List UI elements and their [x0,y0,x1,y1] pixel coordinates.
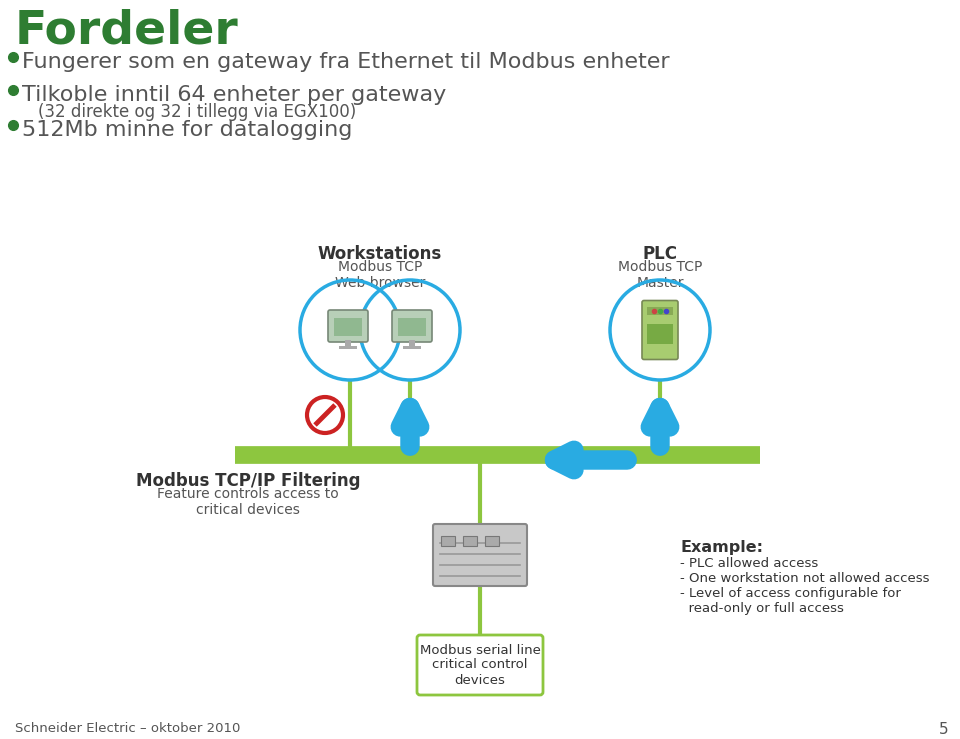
Bar [647,324,673,344]
Text: Fungerer som en gateway fra Ethernet til Modbus enheter: Fungerer som en gateway fra Ethernet til… [22,52,670,72]
Circle shape [307,397,343,433]
Bar [485,536,499,546]
Bar [334,318,362,336]
Text: Modbus TCP
Web browser: Modbus TCP Web browser [335,260,425,290]
Text: 512Mb minne for datalogging: 512Mb minne for datalogging [22,120,352,140]
Bar [398,318,426,336]
Bar [647,307,673,315]
Text: - One workstation not allowed access: - One workstation not allowed access [680,572,929,585]
Bar [409,340,415,347]
FancyBboxPatch shape [328,310,368,342]
Text: - PLC allowed access: - PLC allowed access [680,557,818,570]
Bar [463,536,477,546]
FancyBboxPatch shape [433,524,527,586]
Text: (32 direkte og 32 i tillegg via EGX100): (32 direkte og 32 i tillegg via EGX100) [38,103,356,121]
Text: Modbus TCP
Master: Modbus TCP Master [618,260,702,290]
Text: Workstations: Workstations [318,245,443,263]
Text: 5: 5 [938,722,948,737]
Text: Fordeler: Fordeler [15,8,239,53]
FancyBboxPatch shape [392,310,432,342]
Text: - Level of access configurable for: - Level of access configurable for [680,587,900,600]
Text: Modbus TCP/IP Filtering: Modbus TCP/IP Filtering [135,472,360,490]
Bar [339,346,357,349]
Text: PLC: PLC [642,245,678,263]
Text: Modbus serial line
critical control
devices: Modbus serial line critical control devi… [420,644,540,687]
FancyBboxPatch shape [642,301,678,359]
Bar [441,536,455,546]
Bar [345,340,351,347]
Text: Schneider Electric – oktober 2010: Schneider Electric – oktober 2010 [15,722,240,735]
Text: read-only or full access: read-only or full access [680,602,844,615]
Bar [403,346,421,349]
Text: Example:: Example: [680,540,763,555]
FancyBboxPatch shape [417,635,543,695]
Text: Tilkoble inntil 64 enheter per gateway: Tilkoble inntil 64 enheter per gateway [22,85,446,105]
Text: Feature controls access to
critical devices: Feature controls access to critical devi… [157,487,339,517]
